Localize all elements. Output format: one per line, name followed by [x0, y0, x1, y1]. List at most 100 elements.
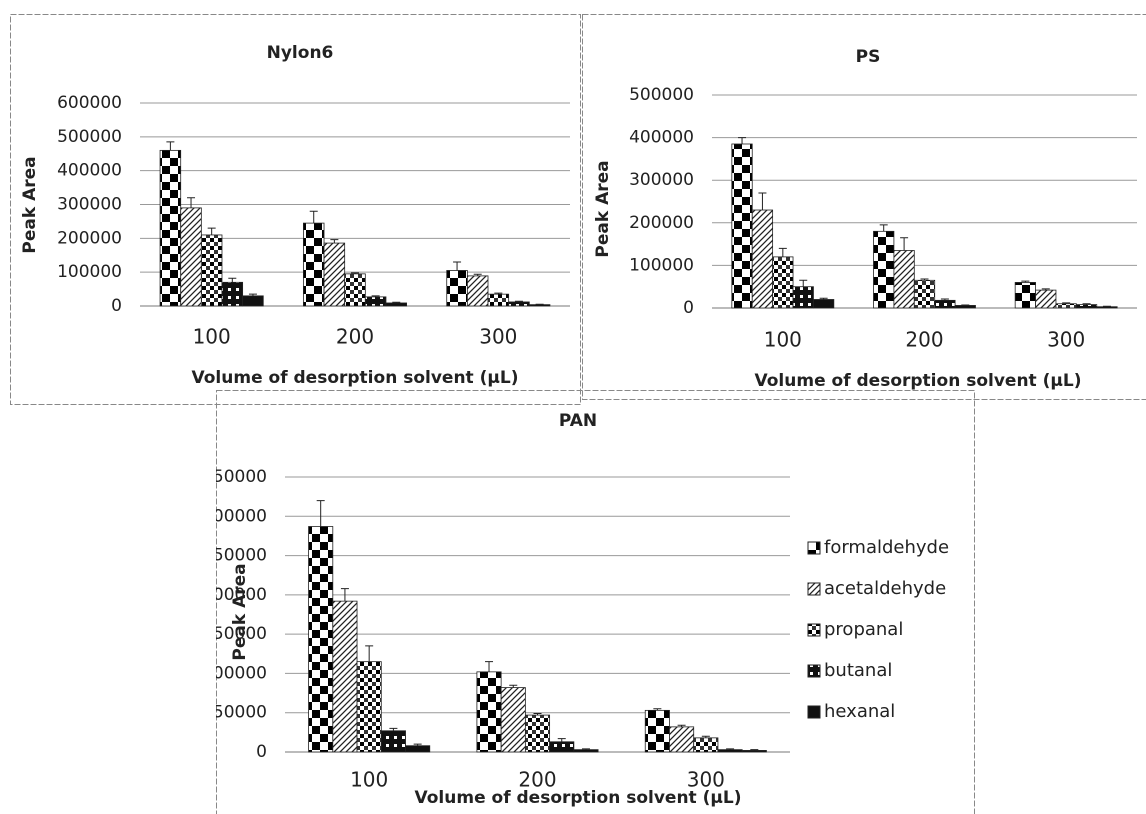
error-bar: [750, 749, 759, 751]
bar: [385, 302, 407, 307]
y-tick-label: 50000: [216, 703, 267, 723]
y-tick-label: 600000: [57, 93, 122, 113]
bar: [405, 745, 431, 753]
error-bar: [207, 227, 216, 235]
bar: [302, 222, 325, 307]
bar: [934, 299, 956, 309]
bar: [741, 750, 767, 753]
bar: [549, 741, 575, 753]
error-bar: [758, 192, 767, 211]
bar: [159, 149, 182, 307]
error-bar: [900, 237, 909, 251]
error-bar: [453, 261, 462, 271]
x-tick-label: 300: [687, 768, 725, 792]
error-bar: [413, 743, 422, 746]
bar: [524, 714, 551, 753]
x-tick-label: 100: [350, 768, 388, 792]
y-tick-label: 200000: [629, 213, 694, 233]
bar: [751, 209, 774, 309]
error-bar: [701, 735, 710, 738]
y-tick-label: 250000: [216, 546, 267, 566]
bar: [1014, 282, 1036, 309]
bar: [528, 304, 551, 307]
bar: [221, 281, 244, 307]
error-bar: [228, 277, 237, 283]
bar: [1035, 289, 1057, 309]
legend-label: acetaldehyde: [824, 578, 946, 599]
y-tick-label: 150000: [216, 624, 267, 644]
panel-border: [10, 14, 581, 405]
x-tick-label: 200: [336, 325, 374, 349]
error-bar: [799, 279, 808, 287]
error-bar: [920, 278, 929, 281]
bar: [356, 661, 382, 753]
error-bar: [653, 708, 662, 711]
error-bar: [879, 224, 888, 232]
legend-label: butanal: [824, 660, 892, 681]
y-tick-label: 300000: [629, 170, 694, 190]
bar: [323, 242, 346, 307]
bar: [954, 305, 976, 309]
error-bar: [557, 738, 566, 742]
bar: [669, 726, 695, 753]
bar: [731, 143, 753, 309]
y-tick-label: 100000: [57, 262, 122, 282]
bar: [893, 250, 915, 309]
legend-swatch: [807, 705, 821, 719]
bar: [1055, 303, 1077, 309]
bar: [466, 275, 489, 307]
legend-label: propanal: [824, 619, 903, 640]
error-bar: [533, 713, 542, 716]
error-bar: [309, 210, 318, 224]
bar: [717, 749, 743, 753]
legend-swatch: [807, 582, 821, 596]
bar: [242, 295, 264, 307]
y-tick-label: 400000: [629, 128, 694, 148]
y-tick-label: 350000: [216, 467, 267, 487]
x-tick-label: 300: [479, 325, 517, 349]
bar: [1075, 304, 1098, 309]
error-bar: [485, 661, 494, 672]
bar: [500, 687, 526, 753]
bar: [332, 600, 358, 753]
bar: [693, 737, 719, 753]
error-bar: [248, 293, 257, 296]
bar: [813, 299, 835, 309]
panel-border: [582, 14, 1146, 400]
bar: [308, 526, 334, 753]
y-tick-label: 0: [683, 298, 694, 318]
error-bar: [351, 272, 359, 274]
error-bar: [473, 273, 482, 276]
chart-panel: PS Peak Area Volume of desorption solvent …: [582, 14, 1146, 400]
error-bar: [581, 748, 590, 750]
x-tick-label: 300: [1047, 328, 1085, 352]
x-axis-title: Volume of desorption solvent (µL): [192, 368, 519, 388]
legend-swatch: [807, 664, 821, 678]
y-tick-label: 0: [256, 742, 267, 762]
legend-swatch: [807, 623, 821, 637]
bar: [476, 671, 502, 753]
y-tick-label: 0: [111, 296, 122, 316]
error-bar: [389, 727, 398, 731]
bar: [913, 279, 936, 309]
error-bar: [365, 645, 374, 662]
error-bar: [1062, 302, 1071, 304]
chart-panel: Nylon6 Peak Area Volume of desorption solv…: [10, 14, 581, 405]
x-axis-title: Volume of desorption solvent (µL): [755, 371, 1082, 391]
y-tick-label: 100000: [216, 663, 267, 683]
error-bar: [677, 724, 686, 727]
x-tick-label: 200: [518, 768, 556, 792]
y-tick-label: 500000: [629, 85, 694, 105]
panel-border: [216, 390, 975, 814]
error-bar: [726, 748, 735, 750]
chart-title: PAN: [559, 411, 597, 431]
x-tick-label: 100: [193, 325, 231, 349]
error-bar: [166, 141, 175, 151]
error-bar: [1021, 280, 1030, 283]
chart-panel: PAN Peak Area Volume of desorption solvent…: [216, 390, 975, 814]
y-tick-label: 100000: [629, 255, 694, 275]
error-bar: [778, 247, 787, 257]
bar: [344, 273, 366, 307]
legend-swatch: [807, 541, 821, 555]
bar: [873, 230, 895, 309]
